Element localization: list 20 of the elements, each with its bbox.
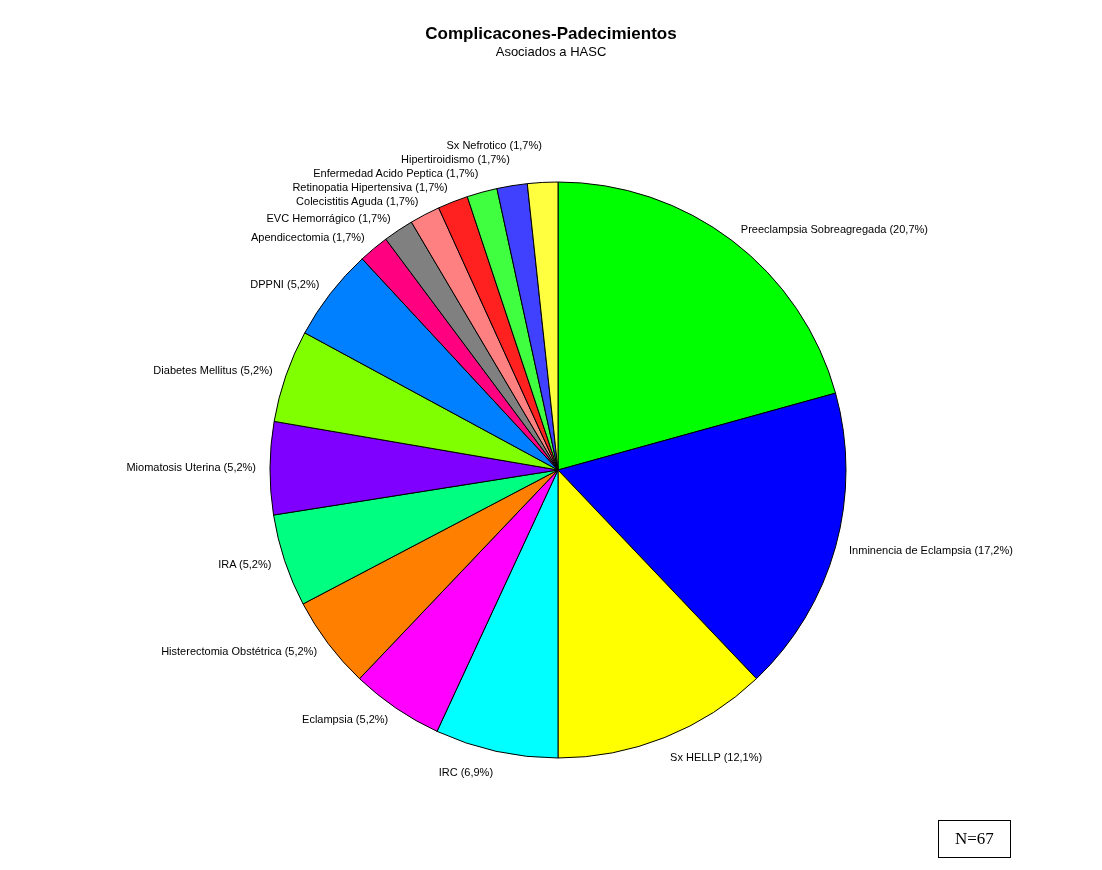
slice-label: Preeclampsia Sobreagregada (20,7%) <box>740 222 928 235</box>
slice-label: IRA (5,2%) <box>218 558 272 571</box>
slice-label: Eclampsia (5,2%) <box>302 712 389 725</box>
slice-label: Sx Nefrotico (1,7%) <box>446 139 542 152</box>
slice-label: Histerectomia Obstétrica (5,2%) <box>161 645 318 658</box>
slice-label: Apendicectomia (1,7%) <box>251 230 365 243</box>
chart-subtitle: Asociados a HASC <box>495 44 607 59</box>
slice-label: IRC (6,9%) <box>438 765 494 778</box>
slice-label: Diabetes Mellitus (5,2%) <box>153 364 273 377</box>
text: N=67 <box>938 820 1011 858</box>
slice-label: Hipertiroidismo (1,7%) <box>401 153 510 166</box>
slice-label: Enfermedad Acido Peptica (1,7%) <box>313 167 479 180</box>
slice-label: Miomatosis Uterina (5,2%) <box>126 461 257 474</box>
slice-label: DPPNI (5,2%) <box>250 277 320 290</box>
slice-label: EVC Hemorrágico (1,7%) <box>266 211 391 224</box>
slice-label: Inminencia de Eclampsia (17,2%) <box>849 543 1013 556</box>
chart-title: Complicacones-Padecimientos <box>425 24 677 43</box>
slice-label: Colecistitis Aguda (1,7%) <box>296 195 419 208</box>
slice-label: Retinopatia Hipertensiva (1,7%) <box>292 181 448 194</box>
slice-label: Sx HELLP (12,1%) <box>670 751 763 764</box>
